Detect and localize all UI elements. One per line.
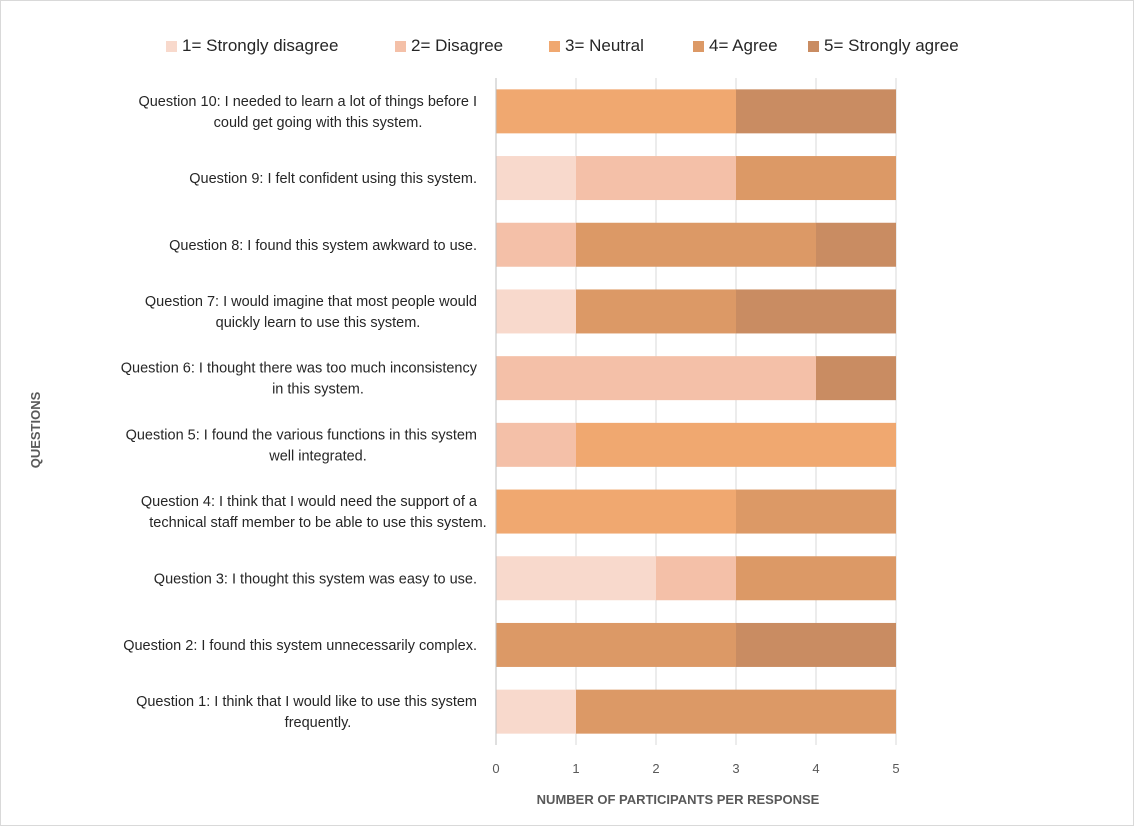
legend-swatch <box>693 40 704 52</box>
bar-segment <box>816 222 896 267</box>
bar-segment <box>496 622 736 667</box>
bar-segment <box>736 556 896 601</box>
bar-segment <box>736 489 896 534</box>
legend-swatch <box>549 40 560 52</box>
question-label: quickly learn to use this system. <box>216 315 421 331</box>
y-axis-title: QUESTIONS <box>28 391 43 468</box>
legend-item: 3= Neutral <box>549 36 644 56</box>
question-label: Question 9: I felt confident using this … <box>189 171 477 187</box>
legend-item: 4= Agree <box>693 36 778 56</box>
bar-segment <box>656 556 736 601</box>
bar-segment <box>736 289 896 334</box>
bar-segment <box>496 222 576 267</box>
bar-segment <box>496 89 736 134</box>
bar-segment <box>736 622 896 667</box>
bar-segment <box>496 289 576 334</box>
question-label: Question 4: I think that I would need th… <box>141 494 478 510</box>
legend-swatch <box>166 40 177 52</box>
legend-label: 5= Strongly agree <box>824 36 959 55</box>
bar-segment <box>576 156 736 201</box>
bar-segment <box>496 156 576 201</box>
bar-segment <box>576 422 896 467</box>
legend-item: 1= Strongly disagree <box>166 36 338 56</box>
question-label: Question 7: I would imagine that most pe… <box>145 294 477 310</box>
question-label: could get going with this system. <box>214 115 423 131</box>
question-label: Question 3: I thought this system was ea… <box>154 571 477 587</box>
question-label: technical staff member to be able to use… <box>149 515 486 531</box>
x-tick-label: 5 <box>892 761 899 776</box>
legend-swatch <box>395 40 406 52</box>
legend-item: 2= Disagree <box>395 36 503 56</box>
question-label: Question 1: I think that I would like to… <box>136 694 477 710</box>
legend-item: 5= Strongly agree <box>808 36 959 56</box>
question-label: well integrated. <box>268 448 367 464</box>
legend-label: 3= Neutral <box>565 36 644 55</box>
bar-segment <box>496 689 576 734</box>
legend-label: 1= Strongly disagree <box>182 36 339 55</box>
question-label: in this system. <box>272 382 364 398</box>
legend-label: 2= Disagree <box>411 36 504 55</box>
legend-label: 4= Agree <box>709 36 778 55</box>
bar-segment <box>576 222 816 267</box>
question-label: Question 5: I found the various function… <box>126 427 477 443</box>
x-axis-title: NUMBER OF PARTICIPANTS PER RESPONSE <box>537 792 820 807</box>
x-tick-label: 2 <box>652 761 659 776</box>
x-tick-label: 4 <box>812 761 819 776</box>
bar-segment <box>576 289 736 334</box>
bar-segment <box>576 689 896 734</box>
bar-segment <box>736 89 896 134</box>
question-label: frequently. <box>285 715 352 731</box>
legend: 1= Strongly disagree 2= Disagree 3= Neutra… <box>0 36 1136 60</box>
bar-segment <box>816 356 896 401</box>
question-label: Question 10: I needed to learn a lot of … <box>138 94 477 110</box>
question-label: Question 8: I found this system awkward … <box>169 238 477 254</box>
bar-segment <box>496 422 576 467</box>
question-label: Question 2: I found this system unnecess… <box>123 638 477 654</box>
bar-segment <box>736 156 896 201</box>
legend-swatch <box>808 40 819 52</box>
bar-segment <box>496 556 656 601</box>
x-tick-label: 1 <box>572 761 579 776</box>
bar-segment <box>496 489 736 534</box>
bar-segment <box>496 356 816 401</box>
x-tick-label: 3 <box>732 761 739 776</box>
question-label: Question 6: I thought there was too much… <box>121 361 478 377</box>
x-tick-label: 0 <box>492 761 499 776</box>
